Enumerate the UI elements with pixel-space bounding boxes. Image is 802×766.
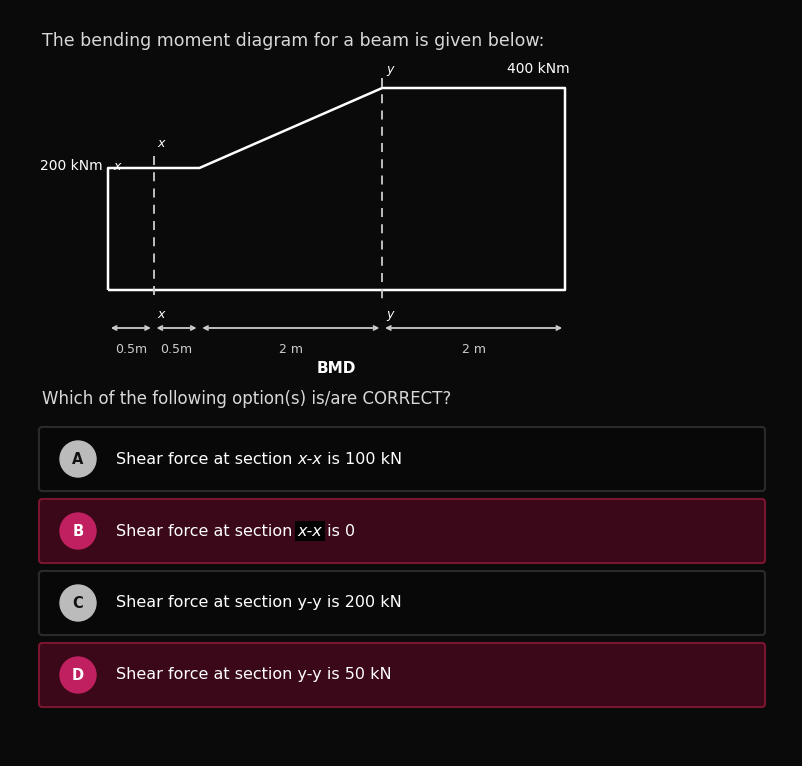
Text: BMD: BMD bbox=[317, 361, 356, 376]
Text: x-x: x-x bbox=[297, 523, 322, 538]
Text: Which of the following option(s) is/are CORRECT?: Which of the following option(s) is/are … bbox=[42, 390, 451, 408]
Text: Shear force at section: Shear force at section bbox=[115, 451, 297, 466]
FancyBboxPatch shape bbox=[39, 499, 764, 563]
Text: 0.5m: 0.5m bbox=[160, 343, 192, 356]
Text: 200 kNm: 200 kNm bbox=[40, 159, 103, 173]
Text: Shear force at section y-y is 50 kN: Shear force at section y-y is 50 kN bbox=[115, 667, 391, 683]
Circle shape bbox=[60, 657, 96, 693]
Text: The bending moment diagram for a beam is given below:: The bending moment diagram for a beam is… bbox=[42, 32, 544, 50]
Text: B: B bbox=[72, 523, 83, 538]
Circle shape bbox=[60, 585, 96, 621]
Circle shape bbox=[60, 441, 96, 477]
Text: is 100 kN: is 100 kN bbox=[322, 451, 402, 466]
FancyBboxPatch shape bbox=[39, 571, 764, 635]
Text: x: x bbox=[157, 137, 165, 150]
Text: C: C bbox=[72, 595, 83, 611]
FancyBboxPatch shape bbox=[39, 643, 764, 707]
Text: 2 m: 2 m bbox=[278, 343, 302, 356]
Text: 0.5m: 0.5m bbox=[115, 343, 147, 356]
Text: Shear force at section y-y is 200 kN: Shear force at section y-y is 200 kN bbox=[115, 595, 401, 611]
Text: 400 kNm: 400 kNm bbox=[507, 62, 569, 76]
Circle shape bbox=[60, 513, 96, 549]
Text: x-x: x-x bbox=[297, 451, 322, 466]
Text: is 0: is 0 bbox=[322, 523, 355, 538]
Text: D: D bbox=[72, 667, 84, 683]
Text: x: x bbox=[157, 308, 165, 321]
Text: Shear force at section: Shear force at section bbox=[115, 523, 297, 538]
Text: y: y bbox=[386, 308, 393, 321]
Text: x: x bbox=[113, 159, 120, 172]
Text: A: A bbox=[72, 451, 83, 466]
Text: 2 m: 2 m bbox=[461, 343, 485, 356]
Text: y: y bbox=[386, 63, 393, 76]
FancyBboxPatch shape bbox=[39, 427, 764, 491]
